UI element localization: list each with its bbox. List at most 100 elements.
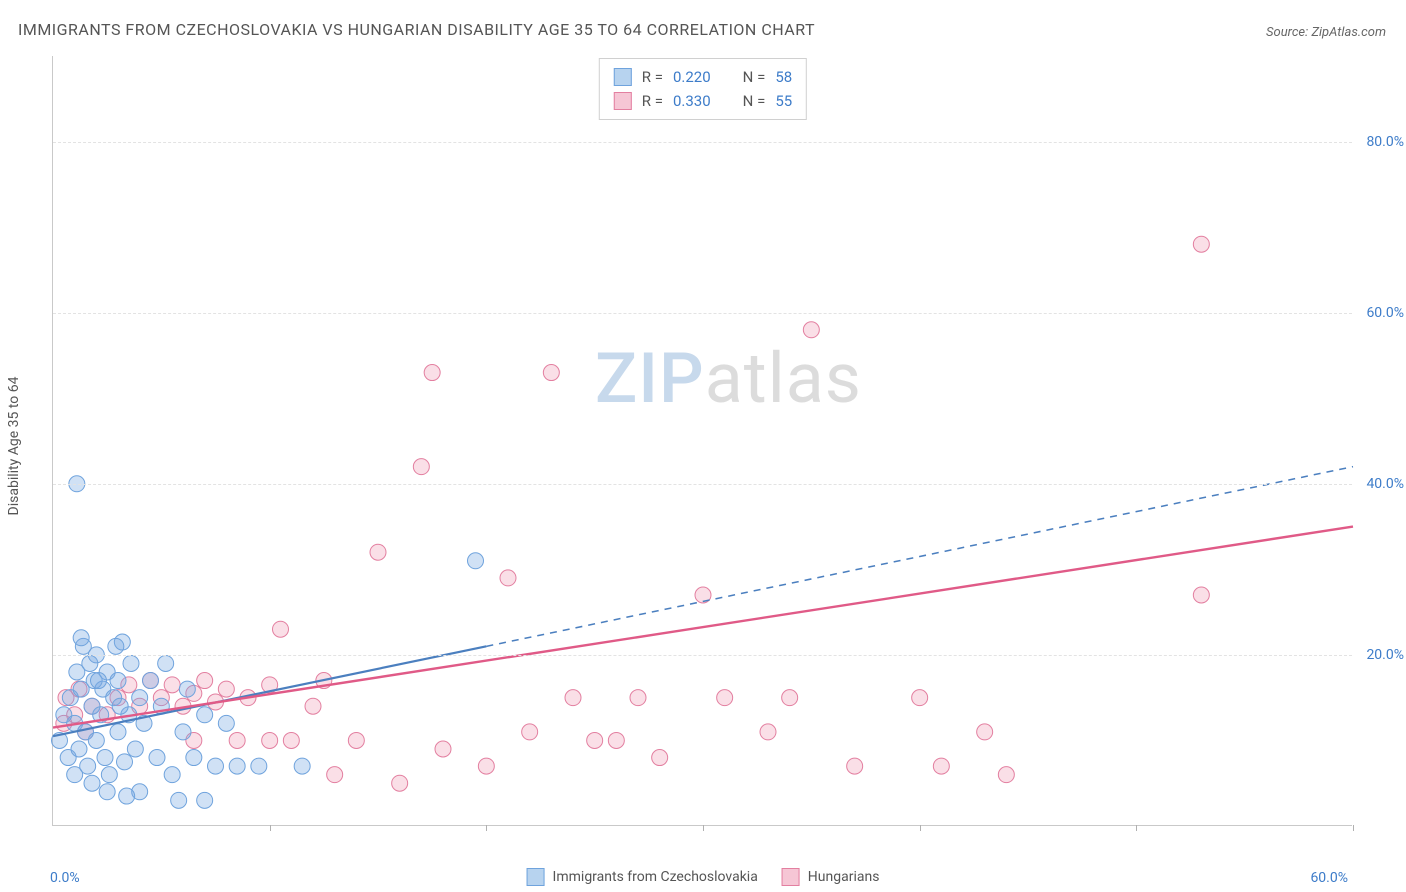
y-tick-label: 60.0% — [1356, 305, 1404, 321]
scatter-point-blue — [80, 758, 96, 774]
scatter-point-blue — [88, 732, 104, 748]
gridline — [53, 655, 1352, 656]
scatter-point-pink — [370, 544, 386, 560]
scatter-point-pink — [305, 698, 321, 714]
legend-stats: R = 0.220 N = 58 R = 0.330 N = 55 — [599, 58, 807, 120]
scatter-point-blue — [119, 788, 135, 804]
scatter-point-pink — [587, 732, 603, 748]
legend-stats-row-blue: R = 0.220 N = 58 — [614, 65, 792, 89]
x-tick — [920, 825, 921, 831]
swatch-pink — [614, 92, 632, 110]
scatter-point-pink — [630, 690, 646, 706]
scatter-point-pink — [500, 570, 516, 586]
scatter-point-blue — [108, 638, 124, 654]
scatter-point-blue — [143, 673, 159, 689]
trendline-blue-dash — [486, 467, 1353, 647]
scatter-point-pink — [543, 365, 559, 381]
scatter-point-pink — [1193, 587, 1209, 603]
scatter-point-pink — [435, 741, 451, 757]
scatter-point-pink — [998, 767, 1014, 783]
scatter-point-pink — [424, 365, 440, 381]
scatter-point-blue — [71, 741, 87, 757]
scatter-point-pink — [782, 690, 798, 706]
scatter-point-blue — [197, 792, 213, 808]
n-value-pink: 55 — [775, 89, 792, 113]
scatter-point-pink — [413, 459, 429, 475]
scatter-point-pink — [522, 724, 538, 740]
scatter-point-blue — [208, 758, 224, 774]
scatter-point-blue — [175, 724, 191, 740]
n-label-blue: N = — [743, 65, 766, 89]
scatter-point-pink — [392, 775, 408, 791]
scatter-point-blue — [97, 750, 113, 766]
n-value-blue: 58 — [775, 65, 792, 89]
legend-stats-row-pink: R = 0.330 N = 55 — [614, 89, 792, 113]
scatter-point-pink — [197, 673, 213, 689]
scatter-point-blue — [468, 553, 484, 569]
y-tick-label: 20.0% — [1356, 647, 1404, 663]
scatter-point-blue — [229, 758, 245, 774]
trendline-pink — [53, 527, 1353, 728]
scatter-point-pink — [847, 758, 863, 774]
r-label-pink: R = — [642, 89, 663, 113]
scatter-point-blue — [117, 754, 133, 770]
source-attribution: Source: ZipAtlas.com — [1266, 25, 1386, 40]
legend-label-blue: Immigrants from Czechoslovakia — [553, 869, 758, 885]
x-tick — [486, 825, 487, 831]
scatter-point-blue — [164, 767, 180, 783]
scatter-point-blue — [132, 690, 148, 706]
scatter-point-pink — [565, 690, 581, 706]
y-tick-label: 40.0% — [1356, 476, 1404, 492]
legend-label-pink: Hungarians — [808, 869, 880, 885]
scatter-point-pink — [1193, 236, 1209, 252]
scatter-point-blue — [171, 792, 187, 808]
legend-item-blue: Immigrants from Czechoslovakia — [527, 868, 758, 886]
scatter-point-blue — [251, 758, 267, 774]
r-value-pink: 0.330 — [673, 89, 711, 113]
scatter-point-blue — [294, 758, 310, 774]
gridline — [53, 484, 1352, 485]
x-tick — [1136, 825, 1137, 831]
source-prefix: Source: — [1266, 25, 1311, 40]
scatter-point-blue — [91, 673, 107, 689]
source-name: ZipAtlas.com — [1311, 25, 1386, 40]
scatter-point-pink — [912, 690, 928, 706]
scatter-point-pink — [608, 732, 624, 748]
scatter-point-blue — [110, 673, 126, 689]
scatter-point-blue — [110, 724, 126, 740]
scatter-point-blue — [73, 630, 89, 646]
scatter-point-blue — [186, 750, 202, 766]
chart-title: IMMIGRANTS FROM CZECHOSLOVAKIA VS HUNGAR… — [18, 20, 815, 39]
scatter-point-pink — [933, 758, 949, 774]
swatch-pink-bottom — [782, 868, 800, 886]
y-tick-label: 80.0% — [1356, 134, 1404, 150]
scatter-point-blue — [158, 655, 174, 671]
y-axis-title: Disability Age 35 to 64 — [6, 377, 22, 516]
scatter-point-pink — [652, 750, 668, 766]
scatter-point-pink — [218, 681, 234, 697]
scatter-point-pink — [229, 732, 245, 748]
scatter-point-blue — [127, 741, 143, 757]
n-label-pink: N = — [743, 89, 766, 113]
scatter-point-blue — [179, 681, 195, 697]
scatter-point-pink — [348, 732, 364, 748]
x-tick — [1353, 825, 1354, 831]
scatter-point-blue — [218, 715, 234, 731]
legend-series: Immigrants from Czechoslovakia Hungarian… — [527, 868, 880, 886]
x-tick — [270, 825, 271, 831]
r-label-blue: R = — [642, 65, 663, 89]
gridline — [53, 313, 1352, 314]
scatter-point-blue — [123, 655, 139, 671]
scatter-point-blue — [99, 784, 115, 800]
swatch-blue — [614, 68, 632, 86]
scatter-point-blue — [84, 775, 100, 791]
x-tick — [703, 825, 704, 831]
scatter-point-blue — [149, 750, 165, 766]
gridline — [53, 142, 1352, 143]
r-value-blue: 0.220 — [673, 65, 711, 89]
scatter-point-pink — [478, 758, 494, 774]
scatter-point-pink — [262, 732, 278, 748]
scatter-point-pink — [283, 732, 299, 748]
legend-item-pink: Hungarians — [782, 868, 880, 886]
scatter-point-pink — [717, 690, 733, 706]
